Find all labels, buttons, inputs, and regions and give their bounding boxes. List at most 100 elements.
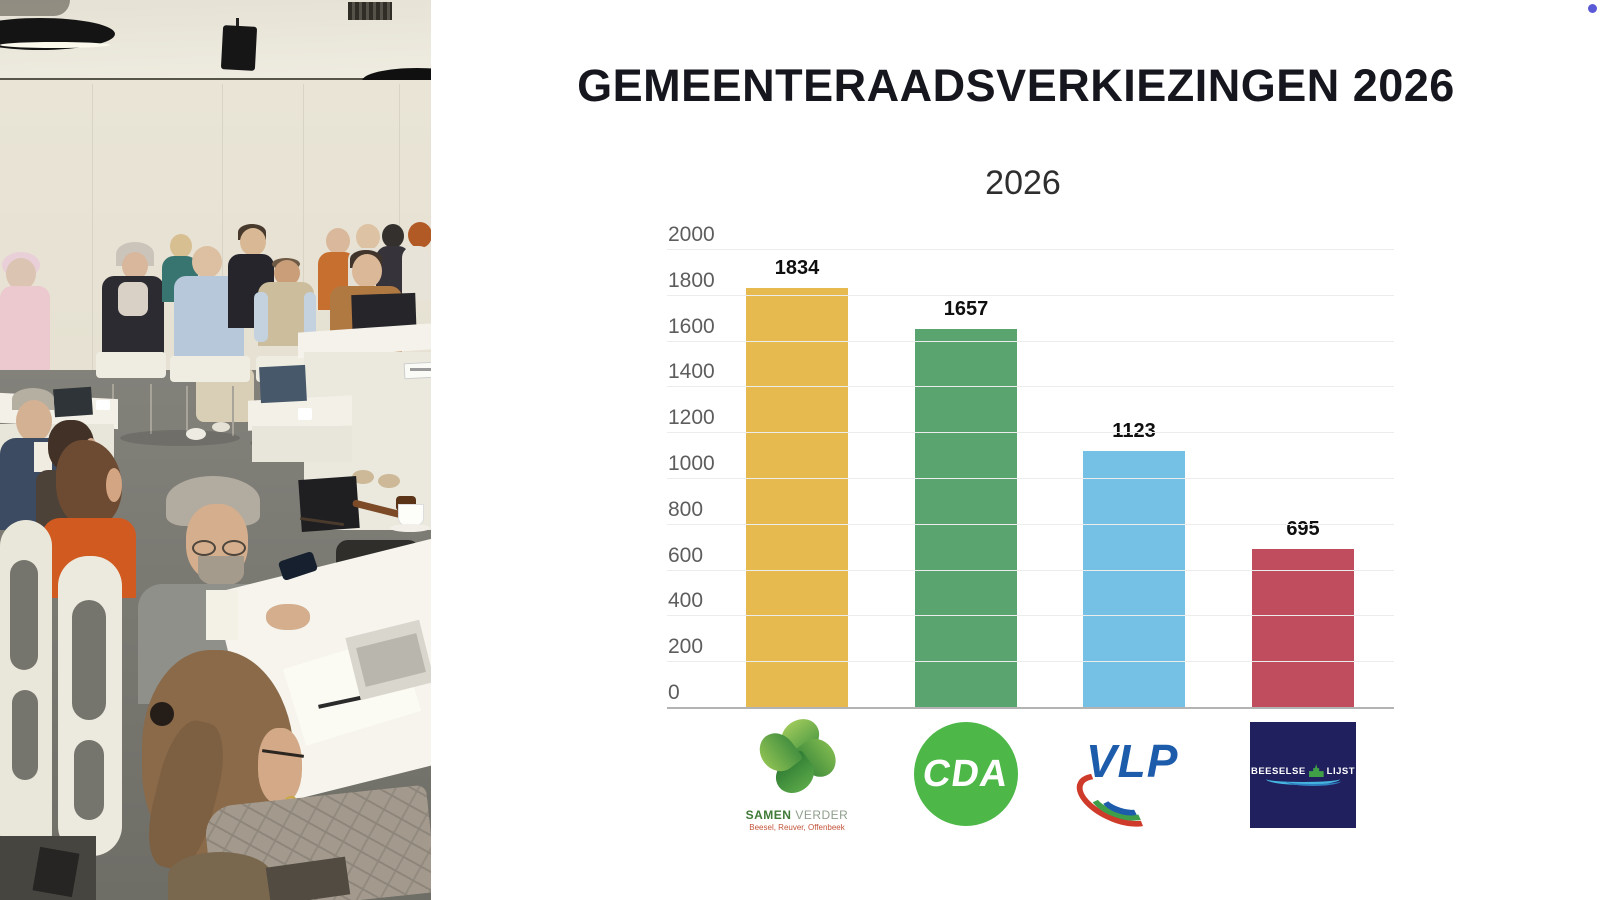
coffee-cup (96, 400, 110, 410)
saucer (390, 524, 430, 532)
person-head (382, 224, 404, 248)
shoe (352, 470, 374, 484)
hair-tie (150, 702, 174, 726)
person-shirt (34, 442, 52, 472)
wave-icon (1285, 776, 1341, 786)
bar (915, 328, 1017, 708)
village-icon (1308, 764, 1324, 777)
ceiling-shadow (0, 0, 70, 16)
glasses-icon (192, 540, 216, 556)
name-plate-text (410, 368, 431, 371)
chair-frame-cutout (10, 560, 38, 670)
person-head (326, 228, 350, 254)
logo-cda: CDA (914, 722, 1018, 826)
y-axis-tick-label: 0 (668, 681, 680, 704)
bar-slot-cda: 1657 (915, 250, 1017, 708)
chart-title: 2026 (985, 164, 1061, 202)
samen-verder-name: SAMEN VERDER (745, 808, 849, 822)
person-arm (304, 292, 316, 340)
wall-seam (222, 84, 223, 414)
person-head (258, 728, 302, 804)
y-axis-tick-label: 1800 (668, 268, 715, 292)
air-vent (348, 2, 392, 20)
person-head (352, 254, 382, 288)
shadow (120, 430, 240, 446)
chair-frame-cutout (72, 600, 106, 720)
bar-slot-samen-verder: 1834 (746, 250, 848, 708)
person-scarf (118, 282, 148, 316)
tablet (53, 386, 93, 418)
bar-value-label: 1123 (1112, 419, 1156, 442)
person-head (408, 222, 431, 248)
bar-slot-vlp: 1123 (1083, 250, 1185, 708)
samen-verder-subtitle: Beesel, Reuver, Offenbeek (749, 823, 845, 832)
logo-cda-wrap: CDA (431, 720, 1600, 832)
shoe (212, 422, 230, 432)
y-axis-tick-label: 1200 (668, 406, 715, 430)
gridline (667, 432, 1394, 434)
person-arm (254, 292, 268, 342)
logo-beeselse-wrap: BEESELSE LIJST (431, 720, 1600, 832)
bar-slot-beeselse-lijst: 695 (1252, 250, 1354, 708)
speaker-mount (236, 18, 239, 28)
wall-seam (303, 84, 304, 414)
gridline (667, 615, 1394, 617)
chair-leg (232, 386, 234, 436)
vlp-label: VLP (1086, 735, 1179, 787)
chair-seat (96, 352, 166, 378)
y-axis-tick-label: 600 (668, 543, 704, 567)
chair-leg (186, 386, 188, 436)
person-beard (198, 556, 244, 586)
recording-indicator-dot (1588, 4, 1597, 13)
person-head (122, 252, 148, 280)
gridline (667, 478, 1394, 479)
ceiling-light-glow (0, 42, 110, 48)
coffee-cup (398, 504, 424, 526)
person-head (356, 224, 380, 250)
chair-frame-cutout (74, 740, 104, 820)
gridline (667, 569, 1394, 571)
bar (746, 288, 848, 708)
person-body (402, 246, 431, 300)
person-head (6, 258, 36, 290)
gridline (667, 661, 1394, 663)
meeting-room-photo (0, 0, 431, 900)
chair-leg (150, 384, 152, 434)
bag (32, 846, 80, 898)
person-head (192, 246, 222, 278)
person-shirt (206, 590, 238, 640)
bar-value-label: 695 (1286, 517, 1320, 540)
y-axis-tick-label: 2000 (668, 223, 715, 246)
y-axis-tick-label: 1400 (668, 360, 715, 384)
logo-vlp: VLP (1064, 720, 1204, 838)
speaker (220, 25, 258, 71)
y-axis-tick-label: 1600 (668, 314, 715, 338)
table-panel (252, 426, 352, 462)
gridline (667, 249, 1394, 250)
y-axis-tick-label: 400 (668, 589, 704, 613)
person-head (274, 260, 300, 286)
chair-frame-cutout (12, 690, 38, 780)
slide-title: GEMEENTERAADSVERKIEZINGEN 2026 (577, 60, 1455, 111)
person-hair (168, 852, 272, 900)
shoe (378, 474, 400, 488)
gridline (667, 340, 1394, 342)
gridline (667, 523, 1394, 525)
bar-value-label: 1834 (774, 257, 820, 280)
y-axis-tick-label: 1000 (668, 452, 715, 475)
logo-samen-verder: SAMEN VERDER Beesel, Reuver, Offenbeek (727, 711, 867, 832)
bar-value-label: 1657 (943, 297, 989, 320)
gridline (667, 386, 1394, 388)
person-head (106, 468, 122, 502)
bar-chart: 1834 1657 1123 695 2000 1800 1600 1400 1200 1… (667, 223, 1394, 709)
presentation-slide: GEMEENTERAADSVERKIEZINGEN 2026 2026 1834… (431, 0, 1600, 900)
person-head (170, 234, 192, 258)
laptop-screen (259, 364, 307, 404)
glasses-icon (222, 540, 246, 556)
y-axis-tick-label: 800 (668, 497, 704, 521)
chair-seat (170, 356, 250, 382)
wall-seam (92, 84, 93, 414)
bar (1083, 450, 1185, 708)
person-head (240, 228, 266, 256)
